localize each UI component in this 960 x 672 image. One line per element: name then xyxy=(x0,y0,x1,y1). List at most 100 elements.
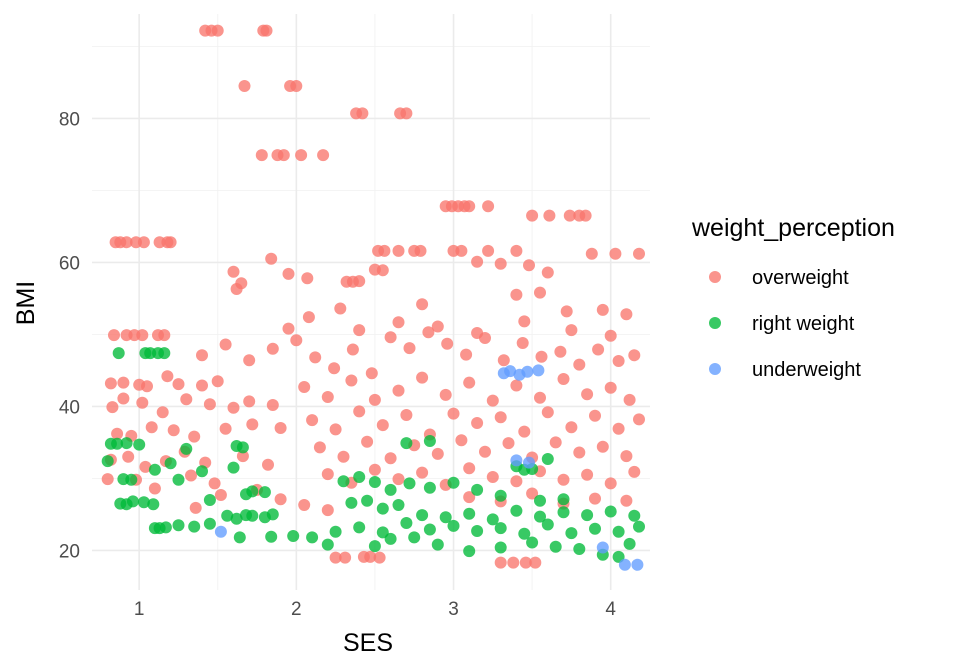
data-point xyxy=(392,244,405,257)
data-point xyxy=(455,434,468,447)
legend-key xyxy=(709,271,721,283)
data-point xyxy=(549,436,562,449)
data-point xyxy=(376,502,389,515)
data-point xyxy=(227,401,240,414)
data-point xyxy=(431,320,444,333)
data-point xyxy=(604,477,617,490)
data-point xyxy=(117,392,130,405)
data-point xyxy=(463,491,476,504)
data-point xyxy=(596,541,609,554)
data-point xyxy=(329,423,342,436)
data-point xyxy=(321,538,334,551)
data-point xyxy=(620,494,633,507)
data-point xyxy=(494,489,507,502)
data-point xyxy=(274,422,287,434)
data-point xyxy=(164,236,177,249)
data-point xyxy=(507,556,520,569)
data-point xyxy=(337,450,350,463)
data-point xyxy=(628,349,641,362)
data-point xyxy=(329,525,342,538)
data-point xyxy=(416,298,429,311)
data-point xyxy=(246,485,259,498)
data-point xyxy=(565,421,578,434)
data-point xyxy=(471,327,484,339)
data-point xyxy=(368,393,381,406)
data-point xyxy=(145,421,158,434)
data-point xyxy=(521,365,534,378)
data-point xyxy=(238,80,251,92)
data-point xyxy=(633,520,645,533)
data-point xyxy=(604,329,617,342)
data-point xyxy=(463,200,476,213)
data-point xyxy=(298,499,311,511)
data-point xyxy=(535,350,548,363)
data-point xyxy=(518,315,531,328)
data-point xyxy=(159,521,172,534)
legend-item: right weight xyxy=(709,313,855,335)
data-point xyxy=(290,334,303,347)
data-point xyxy=(541,266,554,279)
data-point xyxy=(339,551,352,564)
data-point xyxy=(219,422,232,435)
data-point xyxy=(494,257,507,270)
data-point xyxy=(203,517,216,530)
data-point xyxy=(510,244,523,257)
data-point xyxy=(447,407,460,420)
data-point xyxy=(306,531,319,544)
data-point xyxy=(581,509,594,522)
data-point xyxy=(416,371,429,384)
data-point xyxy=(589,522,601,535)
data-point xyxy=(108,329,120,342)
data-point xyxy=(126,495,139,508)
data-point xyxy=(494,541,507,554)
data-point xyxy=(236,450,249,463)
data-point xyxy=(529,556,542,569)
data-point xyxy=(227,461,240,474)
legend-label: underweight xyxy=(752,359,861,381)
data-point xyxy=(274,493,287,506)
data-point xyxy=(353,324,366,337)
x-axis-title: SES xyxy=(343,629,393,657)
data-point xyxy=(101,473,114,486)
data-point xyxy=(431,447,444,460)
data-point xyxy=(147,498,160,511)
data-point xyxy=(581,468,594,481)
data-point xyxy=(243,395,256,408)
data-point xyxy=(167,424,180,437)
data-point xyxy=(439,511,452,524)
data-point xyxy=(260,24,273,37)
data-point xyxy=(334,302,347,315)
data-point xyxy=(612,525,625,538)
data-point xyxy=(439,388,452,401)
data-point xyxy=(236,441,249,454)
data-point xyxy=(400,107,413,120)
data-point xyxy=(148,463,161,476)
data-point xyxy=(463,462,476,475)
data-point xyxy=(557,493,570,506)
data-point xyxy=(589,492,601,505)
data-point xyxy=(106,401,119,414)
data-point xyxy=(196,349,208,362)
x-tick-label: 3 xyxy=(448,599,459,620)
data-point xyxy=(230,512,243,525)
data-point xyxy=(246,509,259,522)
y-axis-title: BMI xyxy=(12,281,40,325)
data-point xyxy=(136,396,149,409)
data-point xyxy=(361,494,374,507)
data-point xyxy=(376,264,389,277)
data-point xyxy=(211,24,224,37)
data-point xyxy=(471,255,484,268)
data-point xyxy=(423,435,436,447)
series-underweight xyxy=(214,364,644,571)
data-point xyxy=(368,540,381,553)
data-point xyxy=(368,476,381,488)
data-point xyxy=(541,453,554,465)
data-point xyxy=(265,530,278,543)
data-point xyxy=(604,505,617,518)
data-point xyxy=(306,414,319,427)
data-point xyxy=(302,311,315,324)
data-point xyxy=(313,441,326,454)
data-point xyxy=(353,471,366,483)
data-point xyxy=(356,107,369,120)
